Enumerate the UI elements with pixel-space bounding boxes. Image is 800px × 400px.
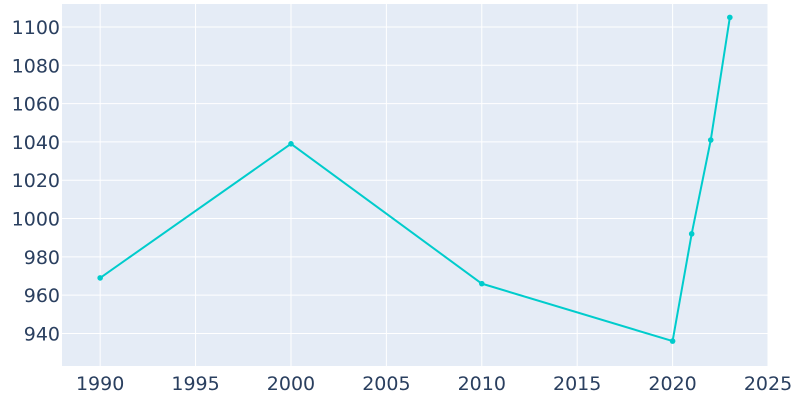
plot-background xyxy=(62,4,768,366)
data-point xyxy=(97,275,103,281)
data-point xyxy=(688,231,695,237)
y-tick-label: 1000 xyxy=(12,209,60,231)
data-point xyxy=(478,280,485,287)
x-tick-label: 2025 xyxy=(744,373,792,395)
x-tick-label: 2020 xyxy=(648,373,696,395)
y-tick-label: 980 xyxy=(24,247,60,269)
y-gridlines xyxy=(62,26,768,334)
series-group xyxy=(97,14,733,344)
x-tick-label: 2015 xyxy=(553,373,601,395)
y-tick-labels: 940 960 980 1000 1020 1040 1060 1080 1100 xyxy=(12,17,60,345)
x-tick-label: 1995 xyxy=(171,373,219,395)
x-tick-label: 2010 xyxy=(458,373,506,395)
data-point xyxy=(727,14,733,21)
x-tick-label: 2005 xyxy=(362,373,410,395)
y-tick-label: 960 xyxy=(24,285,60,307)
y-tick-label: 1060 xyxy=(12,94,60,116)
x-tick-label: 1990 xyxy=(76,373,124,395)
x-tick-label: 2000 xyxy=(267,373,315,395)
y-tick-label: 940 xyxy=(24,323,60,345)
x-tick-labels: 1990 1995 2000 2005 2010 2015 2020 2025 xyxy=(76,373,792,395)
x-gridlines xyxy=(99,4,769,366)
y-tick-label: 1100 xyxy=(12,17,60,39)
data-point xyxy=(669,338,676,344)
y-tick-label: 1040 xyxy=(12,132,60,154)
data-point xyxy=(288,141,294,147)
y-tick-label: 1020 xyxy=(12,170,60,192)
data-point xyxy=(707,137,714,143)
y-tick-label: 1080 xyxy=(12,55,60,77)
